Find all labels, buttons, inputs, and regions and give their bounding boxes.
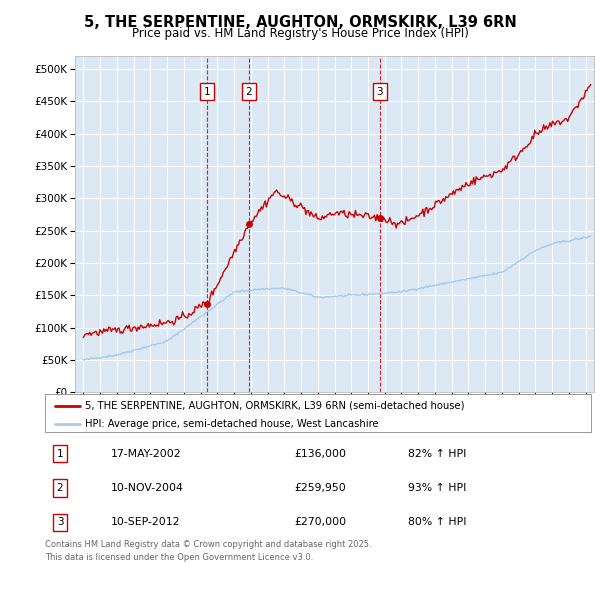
Text: 93% ↑ HPI: 93% ↑ HPI — [408, 483, 466, 493]
Text: 10-NOV-2004: 10-NOV-2004 — [111, 483, 184, 493]
Text: Price paid vs. HM Land Registry's House Price Index (HPI): Price paid vs. HM Land Registry's House … — [131, 27, 469, 40]
Text: 1: 1 — [56, 449, 64, 458]
Text: £259,950: £259,950 — [294, 483, 346, 493]
Text: Contains HM Land Registry data © Crown copyright and database right 2025.: Contains HM Land Registry data © Crown c… — [45, 540, 371, 549]
Text: 1: 1 — [203, 87, 210, 97]
Text: HPI: Average price, semi-detached house, West Lancashire: HPI: Average price, semi-detached house,… — [85, 419, 379, 429]
Text: 82% ↑ HPI: 82% ↑ HPI — [408, 449, 466, 458]
Text: 3: 3 — [56, 517, 64, 527]
Text: 10-SEP-2012: 10-SEP-2012 — [111, 517, 181, 527]
Text: 2: 2 — [56, 483, 64, 493]
Text: £270,000: £270,000 — [294, 517, 346, 527]
Text: 3: 3 — [376, 87, 383, 97]
Text: 2: 2 — [245, 87, 252, 97]
Text: 5, THE SERPENTINE, AUGHTON, ORMSKIRK, L39 6RN (semi-detached house): 5, THE SERPENTINE, AUGHTON, ORMSKIRK, L3… — [85, 401, 465, 411]
Text: This data is licensed under the Open Government Licence v3.0.: This data is licensed under the Open Gov… — [45, 553, 313, 562]
Text: 17-MAY-2002: 17-MAY-2002 — [111, 449, 182, 458]
Text: 5, THE SERPENTINE, AUGHTON, ORMSKIRK, L39 6RN: 5, THE SERPENTINE, AUGHTON, ORMSKIRK, L3… — [83, 15, 517, 30]
Text: £136,000: £136,000 — [294, 449, 346, 458]
Text: 80% ↑ HPI: 80% ↑ HPI — [408, 517, 467, 527]
